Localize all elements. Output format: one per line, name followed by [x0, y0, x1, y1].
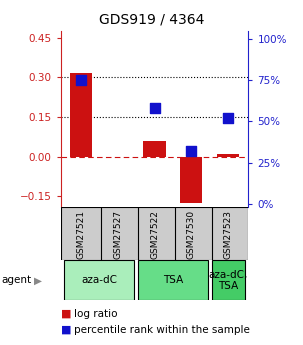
Text: GDS919 / 4364: GDS919 / 4364 [99, 12, 204, 26]
Text: ■: ■ [61, 309, 71, 319]
Bar [217, 154, 239, 157]
Text: ▶: ▶ [34, 275, 42, 285]
Text: GSM27527: GSM27527 [113, 210, 122, 259]
Text: GSM27522: GSM27522 [150, 210, 159, 259]
Point [152, 106, 157, 111]
FancyBboxPatch shape [138, 260, 208, 300]
Point [226, 116, 231, 121]
Text: aza-dC,
TSA: aza-dC, TSA [208, 269, 248, 291]
Text: TSA: TSA [163, 275, 183, 285]
Text: agent: agent [2, 275, 32, 285]
Text: GSM27523: GSM27523 [224, 210, 233, 259]
Text: GSM27521: GSM27521 [76, 210, 85, 259]
Text: percentile rank within the sample: percentile rank within the sample [74, 325, 250, 335]
Bar [180, 157, 202, 203]
Bar [144, 141, 165, 157]
FancyBboxPatch shape [211, 260, 245, 300]
Bar [70, 73, 92, 157]
Text: GSM27530: GSM27530 [187, 210, 196, 259]
Text: ■: ■ [61, 325, 71, 335]
Text: aza-dC: aza-dC [81, 275, 117, 285]
Point [189, 148, 194, 154]
FancyBboxPatch shape [61, 207, 248, 260]
Text: log ratio: log ratio [74, 309, 118, 319]
FancyBboxPatch shape [64, 260, 134, 300]
Point [78, 78, 83, 83]
